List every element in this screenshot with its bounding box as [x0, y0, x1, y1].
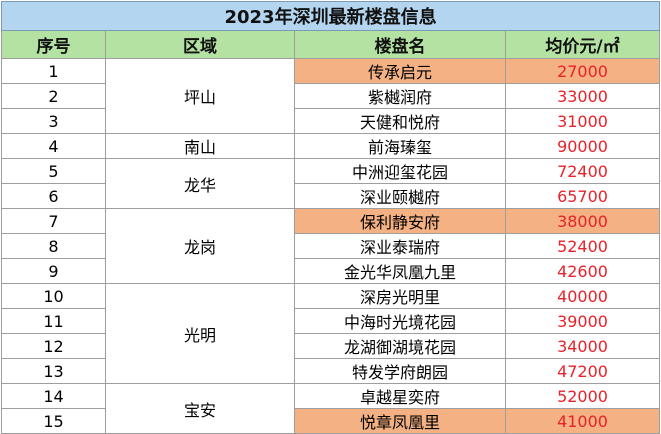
table-row: 13 特发学府朗园 47200 [1, 358, 661, 384]
header-district: 区域 [105, 30, 295, 59]
project-name: 天健和悦府 [294, 108, 506, 134]
table-row: 9 金光华凤凰九里 42600 [1, 258, 661, 284]
price-value: 41000 [504, 408, 661, 434]
project-name: 紫樾润府 [294, 83, 506, 109]
price-value: 52000 [504, 383, 661, 409]
row-index: 12 [1, 333, 106, 359]
price-value: 34000 [504, 333, 661, 359]
row-index: 1 [1, 58, 106, 84]
table-row: 6 深业颐樾府 65700 [1, 183, 661, 209]
table-row: 4 南山 前海瑧玺 90000 [1, 133, 661, 159]
project-name: 金光华凤凰九里 [294, 258, 506, 284]
district-cell: 宝安 [105, 383, 295, 434]
row-index: 13 [1, 358, 106, 384]
project-name: 深业颐樾府 [294, 183, 506, 209]
row-index: 6 [1, 183, 106, 209]
price-value: 38000 [504, 208, 661, 234]
row-index: 14 [1, 383, 106, 409]
header-index: 序号 [1, 30, 106, 59]
project-name: 悦章凤凰里 [294, 408, 506, 434]
header-row: 序号 区域 楼盘名 均价元/㎡ [1, 30, 661, 59]
row-index: 7 [1, 208, 106, 234]
table-row: 14 宝安 卓越星奕府 52000 [1, 383, 661, 434]
row-index: 15 [1, 408, 106, 434]
table-row: 2 紫樾润府 33000 [1, 83, 661, 109]
row-index: 8 [1, 233, 106, 259]
project-name: 卓越星奕府 [294, 383, 506, 409]
header-project: 楼盘名 [294, 30, 506, 59]
district-cell: 南山 [105, 133, 295, 159]
price-value: 31000 [504, 108, 661, 134]
price-value: 40000 [504, 283, 661, 309]
district-cell: 龙华 [105, 158, 295, 209]
district-cell: 坪山 [105, 58, 295, 134]
project-name: 传承启元 [294, 58, 506, 84]
table-row: 8 深业泰瑞府 52400 [1, 233, 661, 259]
table-row: 7 龙岗 保利静安府 38000 [1, 208, 661, 284]
project-name: 保利静安府 [294, 208, 506, 234]
table-row: 5 龙华 中洲迎玺花园 72400 [1, 158, 661, 209]
row-index: 10 [1, 283, 106, 309]
table-row: 1 坪山 传承启元 27000 [1, 58, 661, 134]
price-value: 65700 [504, 183, 661, 209]
table-title: 2023年深圳最新楼盘信息 [0, 1, 661, 31]
project-name: 特发学府朗园 [294, 358, 506, 384]
price-value: 39000 [504, 308, 661, 334]
price-value: 52400 [504, 233, 661, 259]
price-value: 42600 [504, 258, 661, 284]
table-row: 10 光明 深房光明里 40000 [1, 283, 661, 384]
table-row: 12 龙湖御湖境花园 34000 [1, 333, 661, 359]
price-value: 27000 [504, 58, 661, 84]
row-index: 4 [1, 133, 106, 159]
title-row: 2023年深圳最新楼盘信息 [0, 1, 661, 31]
project-name: 龙湖御湖境花园 [294, 333, 506, 359]
project-name: 中海时光境花园 [294, 308, 506, 334]
row-index: 5 [1, 158, 106, 184]
price-value: 90000 [504, 133, 661, 159]
row-index: 11 [1, 308, 106, 334]
district-cell: 龙岗 [105, 208, 295, 284]
price-value: 33000 [504, 83, 661, 109]
project-name: 深业泰瑞府 [294, 233, 506, 259]
header-price: 均价元/㎡ [504, 30, 661, 59]
price-value: 72400 [504, 158, 661, 184]
district-cell: 光明 [105, 283, 295, 384]
price-value: 47200 [504, 358, 661, 384]
project-name: 中洲迎玺花园 [294, 158, 506, 184]
row-index: 3 [1, 108, 106, 134]
project-name: 前海瑧玺 [294, 133, 506, 159]
row-index: 9 [1, 258, 106, 284]
table-row: 11 中海时光境花园 39000 [1, 308, 661, 334]
row-index: 2 [1, 83, 106, 109]
project-name: 深房光明里 [294, 283, 506, 309]
table-row: 3 天健和悦府 31000 [1, 108, 661, 134]
table-row: 15 悦章凤凰里 41000 [1, 408, 661, 434]
